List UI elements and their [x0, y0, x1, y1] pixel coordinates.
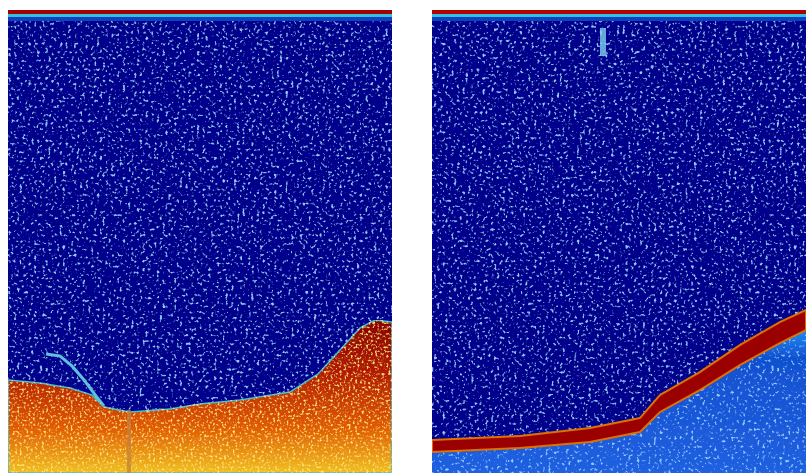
echogram-figure	[0, 0, 806, 473]
surface-band	[8, 14, 392, 17]
surface-band	[432, 10, 806, 14]
surface-band	[8, 17, 392, 21]
surface-band	[432, 14, 806, 17]
vertical-artifact	[127, 410, 131, 473]
surface-band	[8, 10, 392, 14]
right-panel	[432, 10, 806, 473]
left-panel	[8, 10, 392, 473]
surface-artifact	[600, 28, 606, 56]
page	[0, 0, 806, 473]
surface-band	[432, 17, 806, 21]
